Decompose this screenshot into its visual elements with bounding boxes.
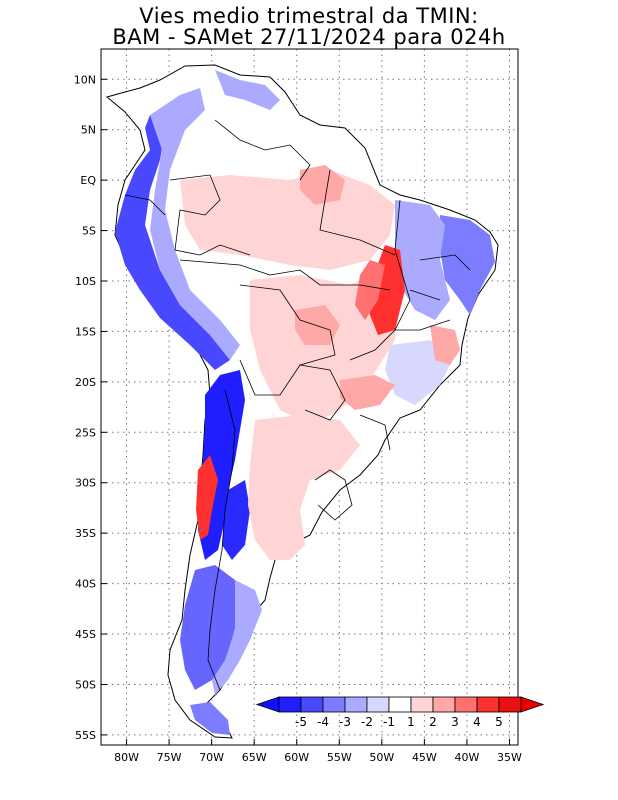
- colorbar-cell: [476, 696, 500, 713]
- bias-patch-chile-warm: [196, 455, 218, 540]
- map-frame: [100, 48, 519, 746]
- bias-patch-patagonia-light: [212, 580, 262, 695]
- lat-tick-label: 45S: [75, 628, 96, 641]
- border-venezuela: [214, 119, 311, 181]
- border-ecuador: [124, 194, 166, 216]
- border-uruguay: [314, 469, 353, 521]
- lon-tick-label: 35W: [497, 751, 522, 764]
- bias-patch-goias: [430, 325, 460, 365]
- colorbar-label: 5: [495, 715, 503, 729]
- colorbar-cell: [278, 696, 302, 713]
- lat-tick-label: 10N: [74, 73, 96, 86]
- colorbar-label: -4: [317, 715, 329, 729]
- colorbar-label: 1: [407, 715, 415, 729]
- colorbar-cell: [432, 696, 456, 713]
- colorbar: -5 -4 -3 -2 -1 1 2 3 4 5: [255, 696, 545, 729]
- colorbar-label: 2: [429, 715, 437, 729]
- lat-tick-label: 35S: [75, 527, 96, 540]
- border-paraguay: [299, 364, 346, 421]
- axis-ticks: 80W 75W 70W 65W 60W 55W 50W 45W 40W 35W 10N 5N EQ 5S 1…: [74, 73, 522, 764]
- bias-field: [115, 70, 495, 735]
- colorbar-label: -1: [383, 715, 395, 729]
- lat-tick-label: 25S: [75, 426, 96, 439]
- bias-patch-argentina-west: [222, 480, 250, 560]
- colorbar-label: -2: [361, 715, 373, 729]
- lat-tick-label: 20S: [75, 376, 96, 389]
- lat-tick-label: 10S: [75, 275, 96, 288]
- country-borders: [124, 119, 471, 691]
- map-title-line1: Vies medio trimestral da TMIN:: [139, 4, 479, 28]
- bias-patch-guiana: [300, 165, 345, 205]
- colorbar-cell: [410, 696, 434, 713]
- lon-tick-label: 55W: [327, 751, 352, 764]
- bias-patch-andes-north: [115, 115, 230, 370]
- colorbar-cell: [454, 696, 478, 713]
- bias-patch-tierra-del-fuego: [190, 702, 230, 735]
- bias-patch-tocantins-orange: [355, 260, 385, 320]
- colorbar-cell: [498, 696, 522, 713]
- colorbar-cell: [322, 696, 346, 713]
- colorbar-label: 3: [451, 715, 459, 729]
- lon-tick-label: 80W: [114, 751, 139, 764]
- lon-tick-label: 65W: [242, 751, 267, 764]
- map-title-line2: BAM - SAMet 27/11/2024 para 024h: [112, 25, 506, 49]
- colorbar-cell: [366, 696, 390, 713]
- border-brazil-states: [319, 169, 471, 451]
- lon-tick-label: 70W: [199, 751, 224, 764]
- colorbar-arrow-left: [255, 696, 280, 713]
- bias-patch-sao-paulo: [340, 375, 395, 410]
- border-bolivia: [239, 284, 336, 396]
- colorbar-cell: [300, 696, 324, 713]
- bias-patch-mato-grosso: [295, 305, 340, 345]
- colorbar-cell: [344, 696, 368, 713]
- colorbar-label: -3: [339, 715, 351, 729]
- lon-tick-label: 60W: [284, 751, 309, 764]
- lon-tick-label: 50W: [369, 751, 394, 764]
- colorbar-cell: [388, 696, 412, 713]
- lon-tick-label: 45W: [412, 751, 437, 764]
- lon-tick-label: 40W: [455, 751, 480, 764]
- lat-tick-label: EQ: [80, 174, 96, 187]
- border-argentina-chile: [207, 389, 236, 691]
- border-peru-brazil: [179, 259, 391, 291]
- lat-tick-label: 15S: [75, 325, 96, 338]
- lat-tick-label: 30S: [75, 477, 96, 490]
- colorbar-label: -5: [295, 715, 307, 729]
- lat-tick-label: 55S: [75, 729, 96, 742]
- colorbar-label: 4: [473, 715, 481, 729]
- lat-tick-label: 5S: [82, 225, 96, 238]
- bias-patch-southern-cone: [248, 415, 360, 560]
- lat-tick-label: 50S: [75, 678, 96, 691]
- border-colombia: [169, 174, 251, 256]
- colorbar-arrow-right: [520, 696, 545, 713]
- bias-patch-andes-north-light: [150, 88, 240, 360]
- bias-patch-caribbean: [215, 70, 280, 110]
- lat-tick-label: 40S: [75, 578, 96, 591]
- lon-tick-label: 75W: [157, 751, 182, 764]
- bias-patch-northeast-brazil: [440, 215, 495, 315]
- lat-tick-label: 5N: [81, 124, 96, 137]
